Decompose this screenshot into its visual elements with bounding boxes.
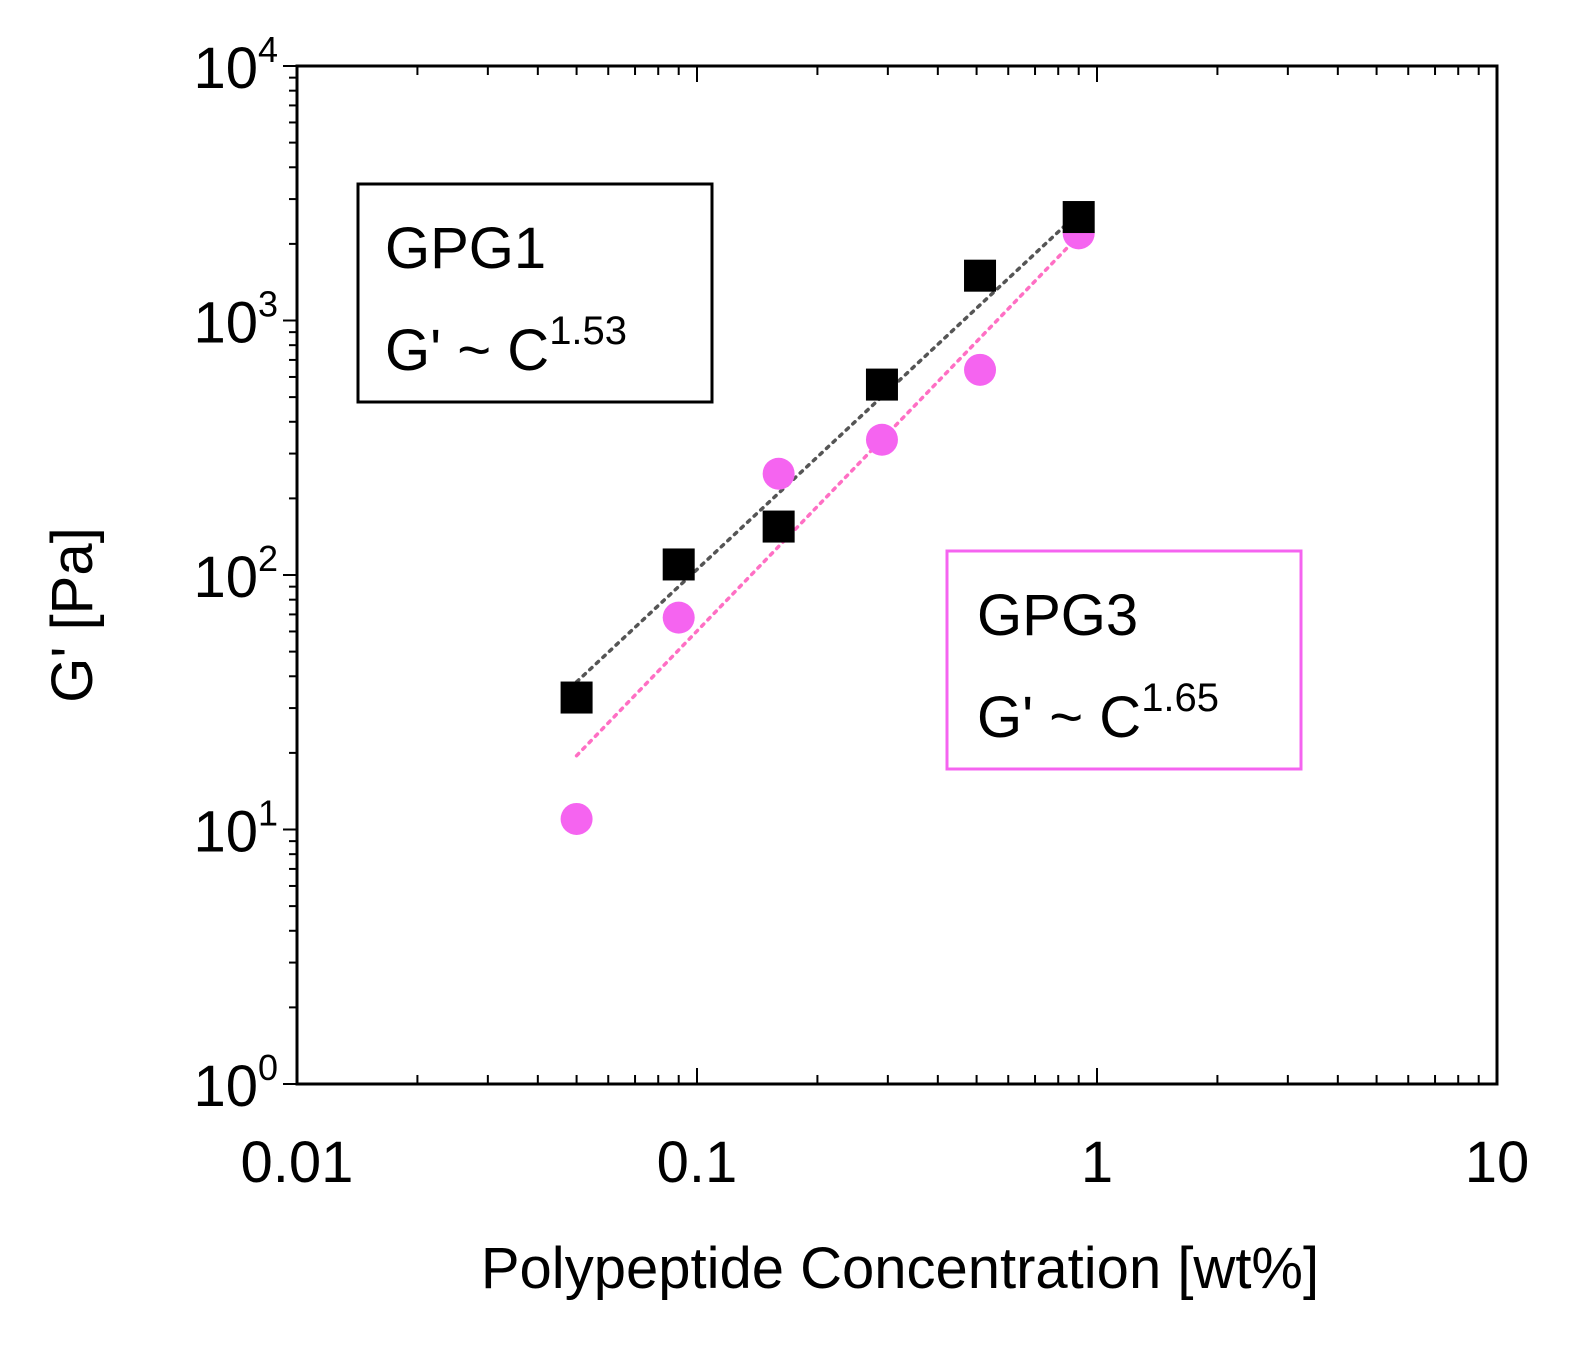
y-tick-base: 10 (193, 1054, 258, 1119)
x-tick-label: 0.1 (657, 1130, 738, 1195)
gpg1-point (1062, 201, 1095, 234)
y-tick-exponent: 0 (258, 1047, 278, 1088)
x-tick-label: 10 (1465, 1130, 1530, 1195)
gpg1-annotation-name: GPG1 (385, 216, 546, 281)
gpg3-point (662, 601, 695, 634)
gpg3-annotation: GPG3 G' ~ C1.65 (945, 549, 1303, 771)
x-axis-title: Polypeptide Concentration [wt%] (481, 1236, 1319, 1301)
gpg1-point (865, 368, 898, 401)
y-tick-label: 103 (193, 284, 278, 356)
data-points (560, 201, 1095, 835)
y-tick-base: 10 (193, 545, 258, 610)
gpg3-equation-prefix: G' ~ C (977, 685, 1141, 750)
gpg1-point (560, 681, 593, 714)
y-tick-label: 104 (193, 29, 278, 101)
gpg1-equation-exponent: 1.53 (549, 309, 627, 353)
gpg3-point (865, 423, 898, 456)
gpg1-fit-line (574, 211, 1081, 684)
gpg1-point (964, 259, 997, 292)
y-tick-label: 102 (193, 538, 278, 610)
gpg3-point (762, 457, 795, 490)
gpg3-annotation-name: GPG3 (977, 583, 1138, 648)
y-tick-label: 100 (193, 1047, 278, 1119)
x-tick-label: 1 (1081, 1130, 1113, 1195)
y-tick-exponent: 4 (258, 29, 278, 70)
y-tick-exponent: 3 (258, 284, 278, 325)
gpg1-annotation: GPG1 G' ~ C1.53 (356, 182, 714, 404)
gpg1-annotation-border (356, 182, 714, 404)
y-tick-base: 10 (193, 800, 258, 865)
gpg1-point (662, 548, 695, 581)
gpg3-annotation-equation: G' ~ C1.65 (977, 676, 1219, 750)
y-tick-label: 101 (193, 793, 278, 865)
y-tick-exponent: 1 (258, 793, 278, 834)
tick-marks (283, 65, 1498, 1085)
gpg3-annotation-border (945, 549, 1303, 771)
gpg3-point (560, 802, 593, 835)
y-axis-title: G' [Pa] (40, 527, 105, 702)
gpg3-fit-line (574, 234, 1081, 758)
y-tick-base: 10 (193, 291, 258, 356)
gpg1-annotation-equation: G' ~ C1.53 (385, 309, 627, 383)
x-tick-label: 0.01 (241, 1130, 354, 1195)
gpg1-point (762, 510, 795, 543)
y-tick-base: 10 (193, 36, 258, 101)
fit-lines (574, 211, 1081, 758)
gpg3-point (964, 353, 997, 386)
gpg1-equation-prefix: G' ~ C (385, 318, 549, 383)
gpg3-equation-exponent: 1.65 (1141, 676, 1219, 720)
y-tick-exponent: 2 (258, 538, 278, 579)
